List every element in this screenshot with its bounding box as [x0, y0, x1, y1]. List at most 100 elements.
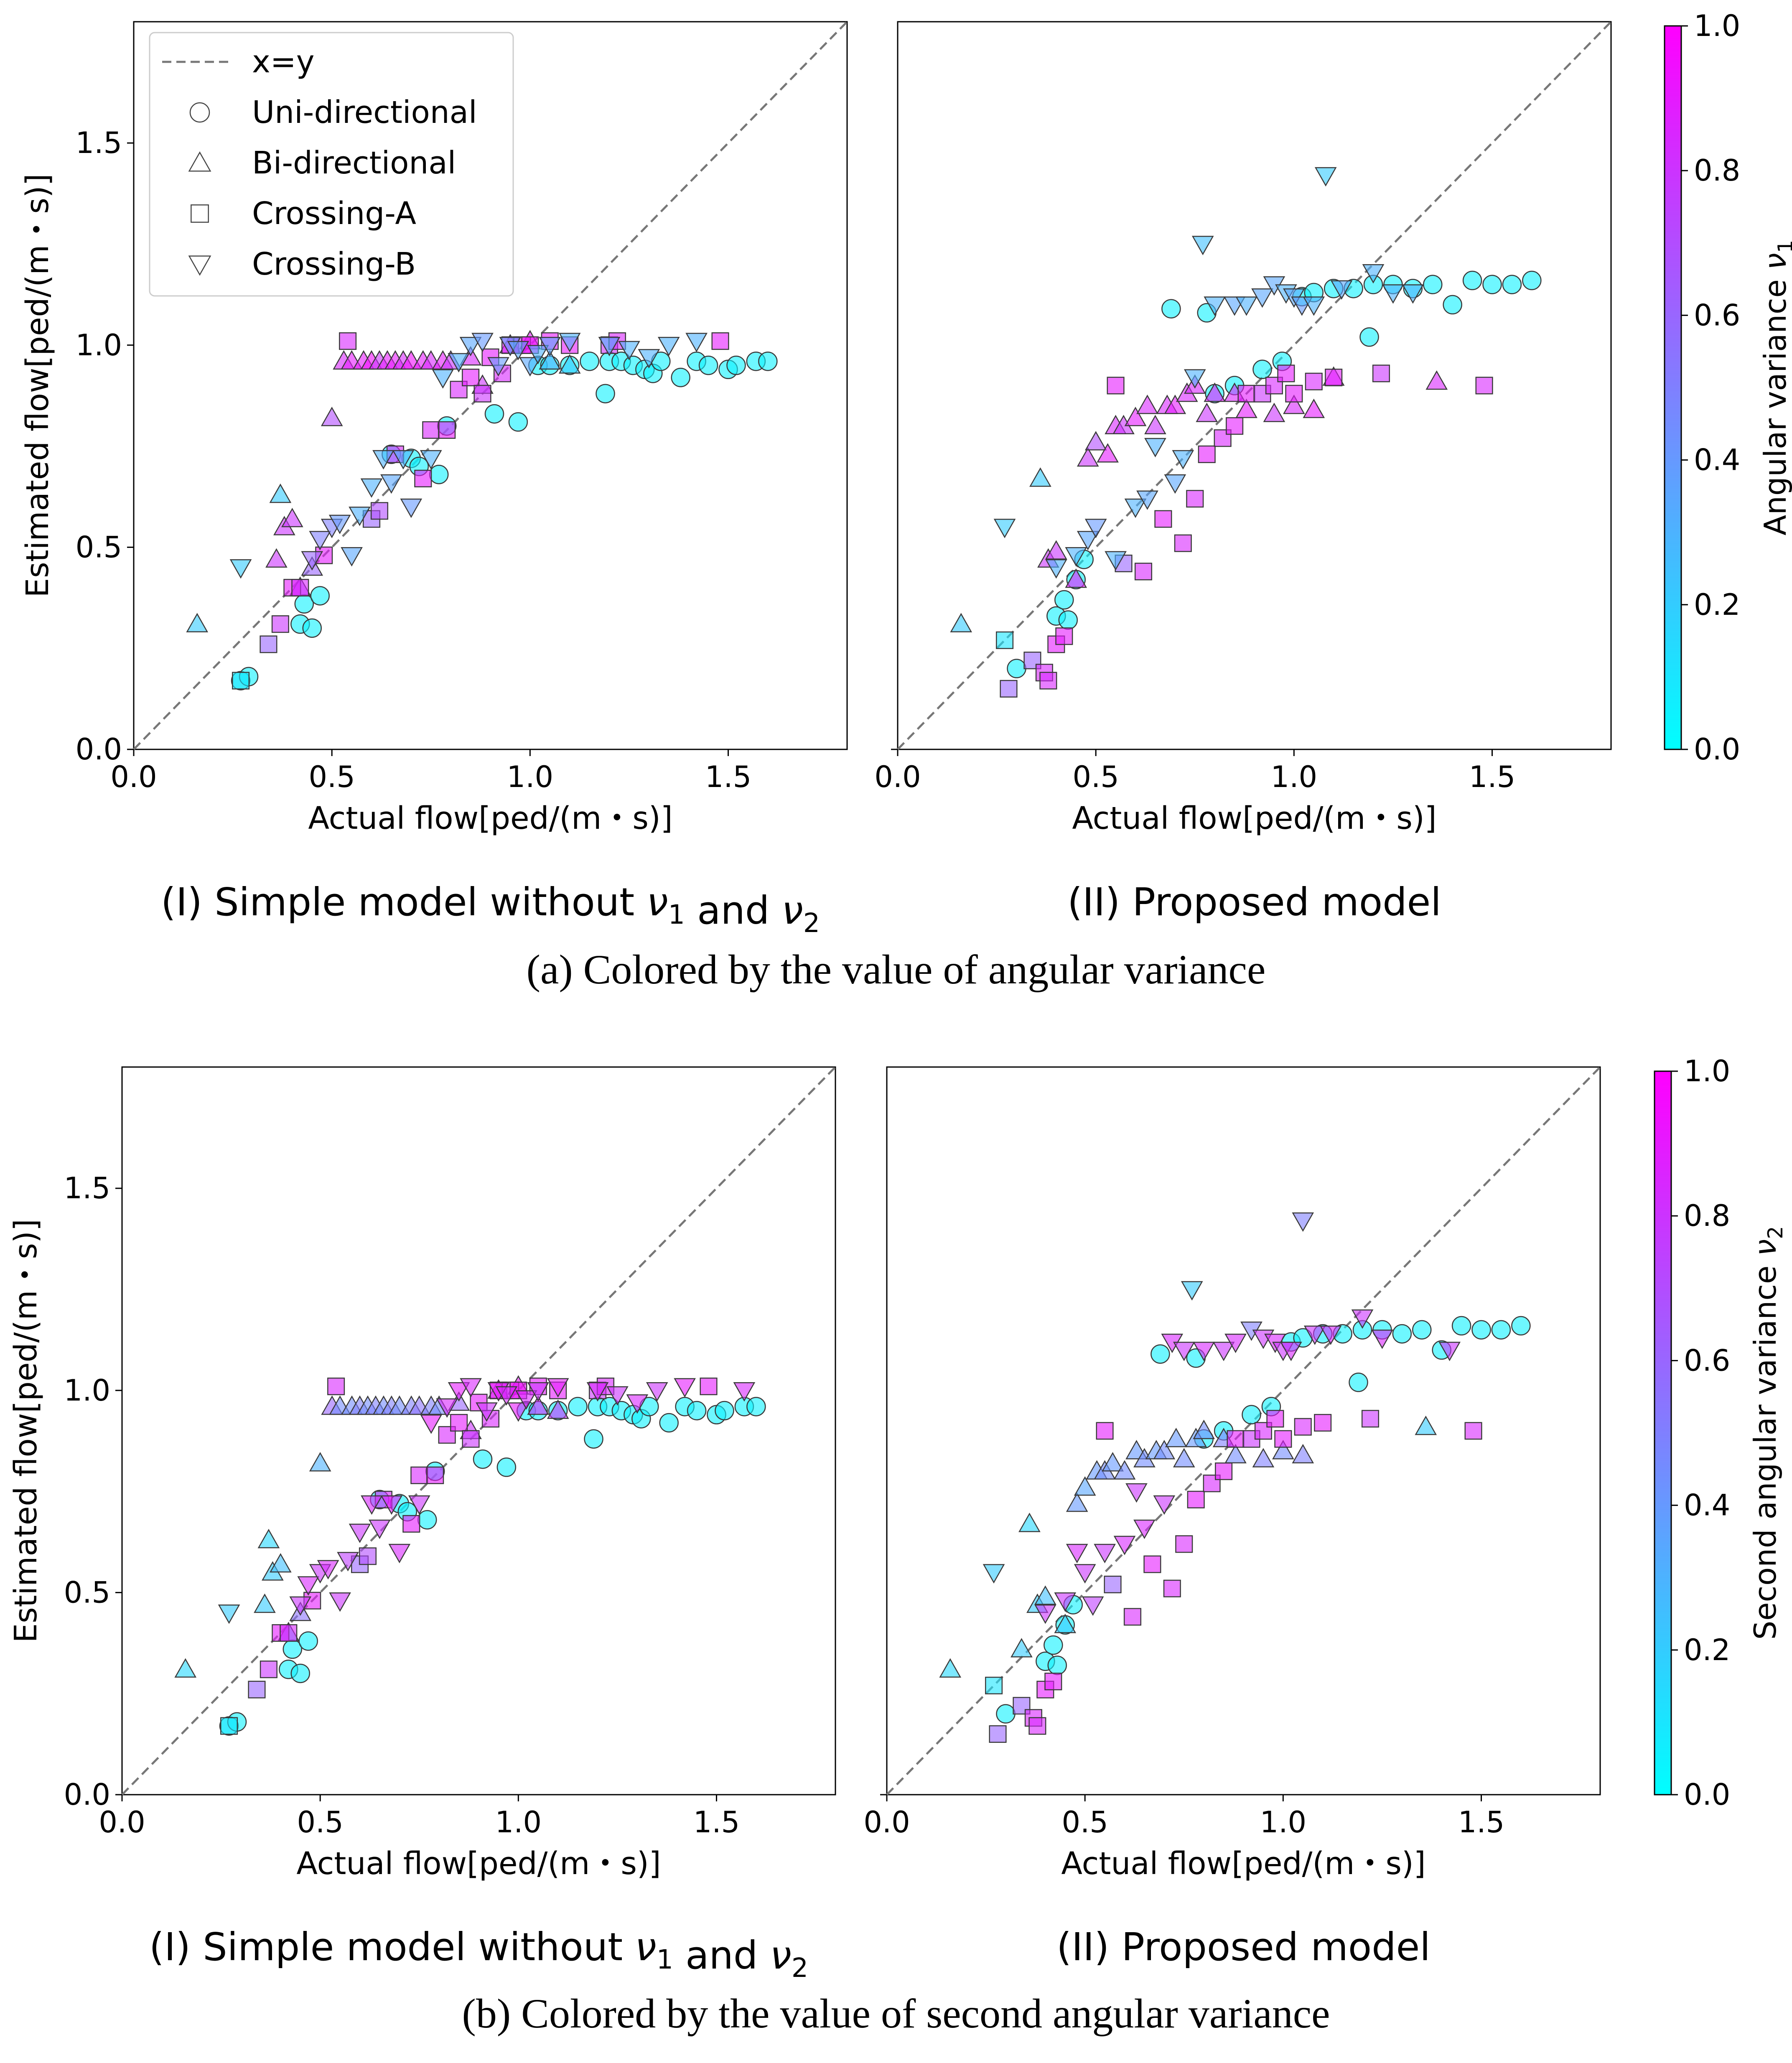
data-point-circle [1451, 1316, 1471, 1336]
data-point-square [1104, 1575, 1122, 1594]
y-tick-label: 1.5 [64, 1171, 110, 1205]
data-point-triangle-up [1252, 1448, 1275, 1467]
data-point-circle [484, 404, 504, 424]
data-point-triangle-up [1034, 1585, 1056, 1605]
data-point-square [220, 1717, 238, 1735]
x-axis-label: Actual flow[ped/(m・s)] [1061, 1846, 1425, 1882]
legend-box [149, 32, 514, 297]
data-point-triangle-down [420, 1414, 443, 1434]
data-point-square [438, 1426, 456, 1444]
data-point-triangle-up [1425, 370, 1448, 390]
y-tick-label: 0.5 [76, 530, 122, 564]
data-point-triangle-down [1082, 1596, 1104, 1616]
data-point-triangle-up [269, 483, 292, 503]
y-tick-label: 1.0 [76, 328, 122, 362]
data-point-circle [1359, 327, 1379, 347]
legend-label: Uni-directional [252, 94, 477, 130]
data-point-square [1055, 627, 1073, 645]
data-point-triangle-up [1153, 1440, 1176, 1459]
data-point-circle [429, 465, 449, 484]
data-point-circle [698, 355, 718, 375]
data-point-square [1314, 1414, 1332, 1432]
data-point-triangle-down [1280, 1342, 1302, 1361]
data-point-square [1372, 364, 1390, 382]
data-point-triangle-down [1212, 1342, 1235, 1361]
data-point-circle [1443, 295, 1462, 315]
data-point-triangle-down [1319, 1325, 1342, 1345]
data-point-square [232, 672, 250, 690]
colorbar-tick-label: 0.4 [1694, 443, 1740, 477]
data-point-triangle-down [598, 337, 621, 357]
data-point-square [1277, 364, 1295, 382]
data-point-circle [302, 618, 322, 638]
data-point-circle [1161, 299, 1181, 318]
data-point-triangle-down [448, 353, 470, 373]
colorbar-tick-label: 0.8 [1694, 153, 1740, 188]
data-point-square [1186, 490, 1204, 508]
data-point-triangle-up [257, 1528, 280, 1549]
data-point-circle [1502, 275, 1522, 294]
data-point-triangle-up [1054, 1614, 1077, 1633]
data-point-square [248, 1681, 266, 1699]
data-point-triangle-up [1165, 1428, 1187, 1447]
data-point-triangle-down [388, 1543, 411, 1564]
colorbar-tick-label: 0.2 [1684, 1633, 1730, 1667]
data-point-triangle-down [993, 519, 1016, 538]
data-point-triangle-up [1144, 415, 1166, 434]
colorbar-tick-label: 0.0 [1694, 732, 1740, 767]
data-point-triangle-down [519, 357, 541, 377]
legend-label: x=y [252, 44, 315, 80]
data-point-circle [715, 1401, 734, 1421]
data-point-circle [1392, 1324, 1412, 1344]
data-point-triangle-down [400, 498, 423, 518]
data-point-triangle-down [1124, 498, 1147, 518]
data-point-square [426, 1466, 444, 1484]
data-point-triangle-down [646, 1382, 668, 1402]
data-point-triangle-down [1054, 1592, 1077, 1612]
data-point-triangle-up [1164, 395, 1186, 414]
data-point-triangle-down [1184, 369, 1206, 389]
data-point-circle [671, 367, 690, 387]
data-point-triangle-up [1045, 540, 1067, 560]
x-tick-label: 0.5 [1062, 1805, 1108, 1839]
data-point-square [1361, 1410, 1380, 1428]
x-tick-label: 1.0 [507, 760, 553, 794]
data-point-triangle-down [1351, 1309, 1374, 1329]
data-point-triangle-down [317, 1560, 339, 1580]
data-point-triangle-up [1084, 431, 1107, 451]
data-point-triangle-down [626, 1394, 649, 1414]
scatter-panel-3: 0.0 0.5 1.0 1.5 0.0 0.5 1.0 1.5 Actual flow[ped/… [8, 1066, 836, 1983]
data-point-triangle-up [321, 407, 343, 426]
data-point-triangle-down [539, 337, 561, 357]
data-point-triangle-down [1136, 490, 1158, 510]
data-point-square [1174, 534, 1192, 552]
data-point-square [410, 1466, 428, 1484]
data-point-circle [496, 1457, 517, 1477]
data-point-triangle-down [1251, 288, 1273, 308]
data-point-triangle-down [1330, 280, 1353, 300]
data-point-square [1464, 1422, 1482, 1440]
data-point-square [260, 1661, 277, 1678]
data-point-triangle-up [1193, 1419, 1215, 1439]
data-point-triangle-down [1224, 1333, 1247, 1353]
data-point-square [1215, 1462, 1233, 1480]
x-tick-label: 1.5 [1458, 1805, 1504, 1839]
data-point-triangle-down [1074, 1564, 1096, 1584]
data-point-triangle-down [1144, 438, 1166, 458]
data-point-triangle-down [309, 531, 331, 550]
data-point-square [1154, 510, 1172, 528]
data-point-triangle-up [309, 1452, 331, 1472]
data-point-triangle-down [515, 1390, 537, 1410]
data-point-triangle-up [1018, 1513, 1041, 1532]
y-tick-label: 0.0 [64, 1778, 110, 1812]
x-tick-label: 0.5 [297, 1805, 344, 1839]
data-point-triangle-down [1181, 1281, 1203, 1301]
data-point-triangle-down [495, 1386, 518, 1406]
data-point-circle [746, 1397, 766, 1416]
data-point-triangle-up [174, 1658, 197, 1678]
data-point-triangle-up [1113, 1460, 1136, 1480]
data-point-square [985, 1676, 1003, 1694]
data-point-triangle-down [361, 1495, 383, 1515]
data-point-circle [687, 1401, 707, 1421]
data-point-square [473, 385, 491, 402]
